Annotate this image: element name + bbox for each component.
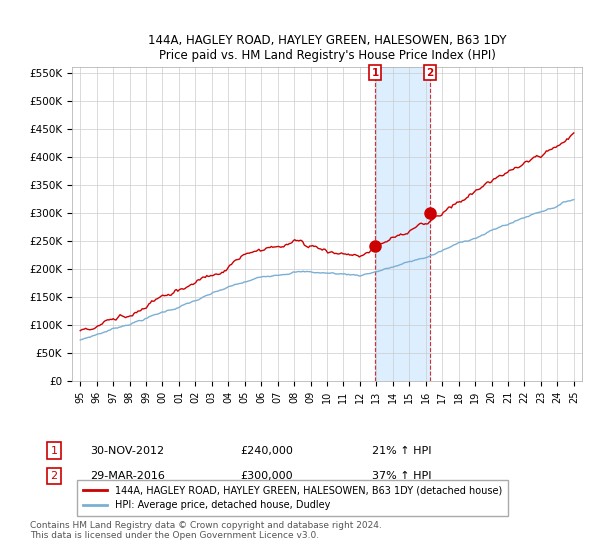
Title: 144A, HAGLEY ROAD, HAYLEY GREEN, HALESOWEN, B63 1DY
Price paid vs. HM Land Regis: 144A, HAGLEY ROAD, HAYLEY GREEN, HALESOW…	[148, 34, 506, 62]
Text: Contains HM Land Registry data © Crown copyright and database right 2024.
This d: Contains HM Land Registry data © Crown c…	[30, 521, 382, 540]
Legend: 144A, HAGLEY ROAD, HAYLEY GREEN, HALESOWEN, B63 1DY (detached house), HPI: Avera: 144A, HAGLEY ROAD, HAYLEY GREEN, HALESOW…	[77, 480, 508, 516]
Text: £240,000: £240,000	[240, 446, 293, 456]
Text: 29-MAR-2016: 29-MAR-2016	[90, 471, 165, 481]
Text: 2: 2	[426, 68, 433, 78]
Text: 2: 2	[50, 471, 58, 481]
Bar	[375, 67, 430, 381]
Text: 1: 1	[50, 446, 58, 456]
Text: 1: 1	[371, 68, 379, 78]
Text: 30-NOV-2012: 30-NOV-2012	[90, 446, 164, 456]
Text: 37% ↑ HPI: 37% ↑ HPI	[372, 471, 431, 481]
Text: 21% ↑ HPI: 21% ↑ HPI	[372, 446, 431, 456]
Text: £300,000: £300,000	[240, 471, 293, 481]
